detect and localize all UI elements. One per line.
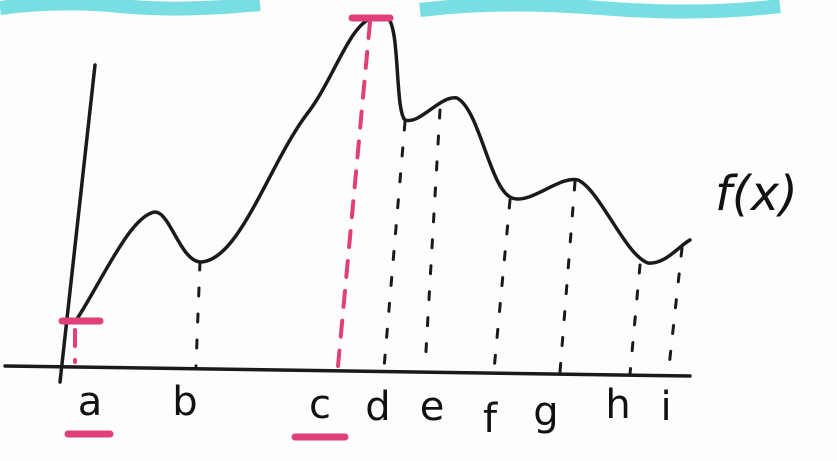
point-label: f bbox=[483, 396, 498, 442]
sketch: f(x) a b cdefg hi bbox=[0, 0, 837, 461]
point-label: a bbox=[78, 379, 103, 425]
point-label: c bbox=[309, 382, 331, 428]
point-label: e bbox=[420, 384, 445, 430]
paper bbox=[0, 0, 837, 461]
point-label: h bbox=[605, 382, 630, 428]
point-label: g bbox=[533, 389, 558, 435]
point-label: i bbox=[660, 384, 671, 430]
point-label: d bbox=[365, 384, 390, 430]
point-label: b bbox=[172, 379, 197, 425]
function-label: f(x) bbox=[715, 166, 798, 222]
